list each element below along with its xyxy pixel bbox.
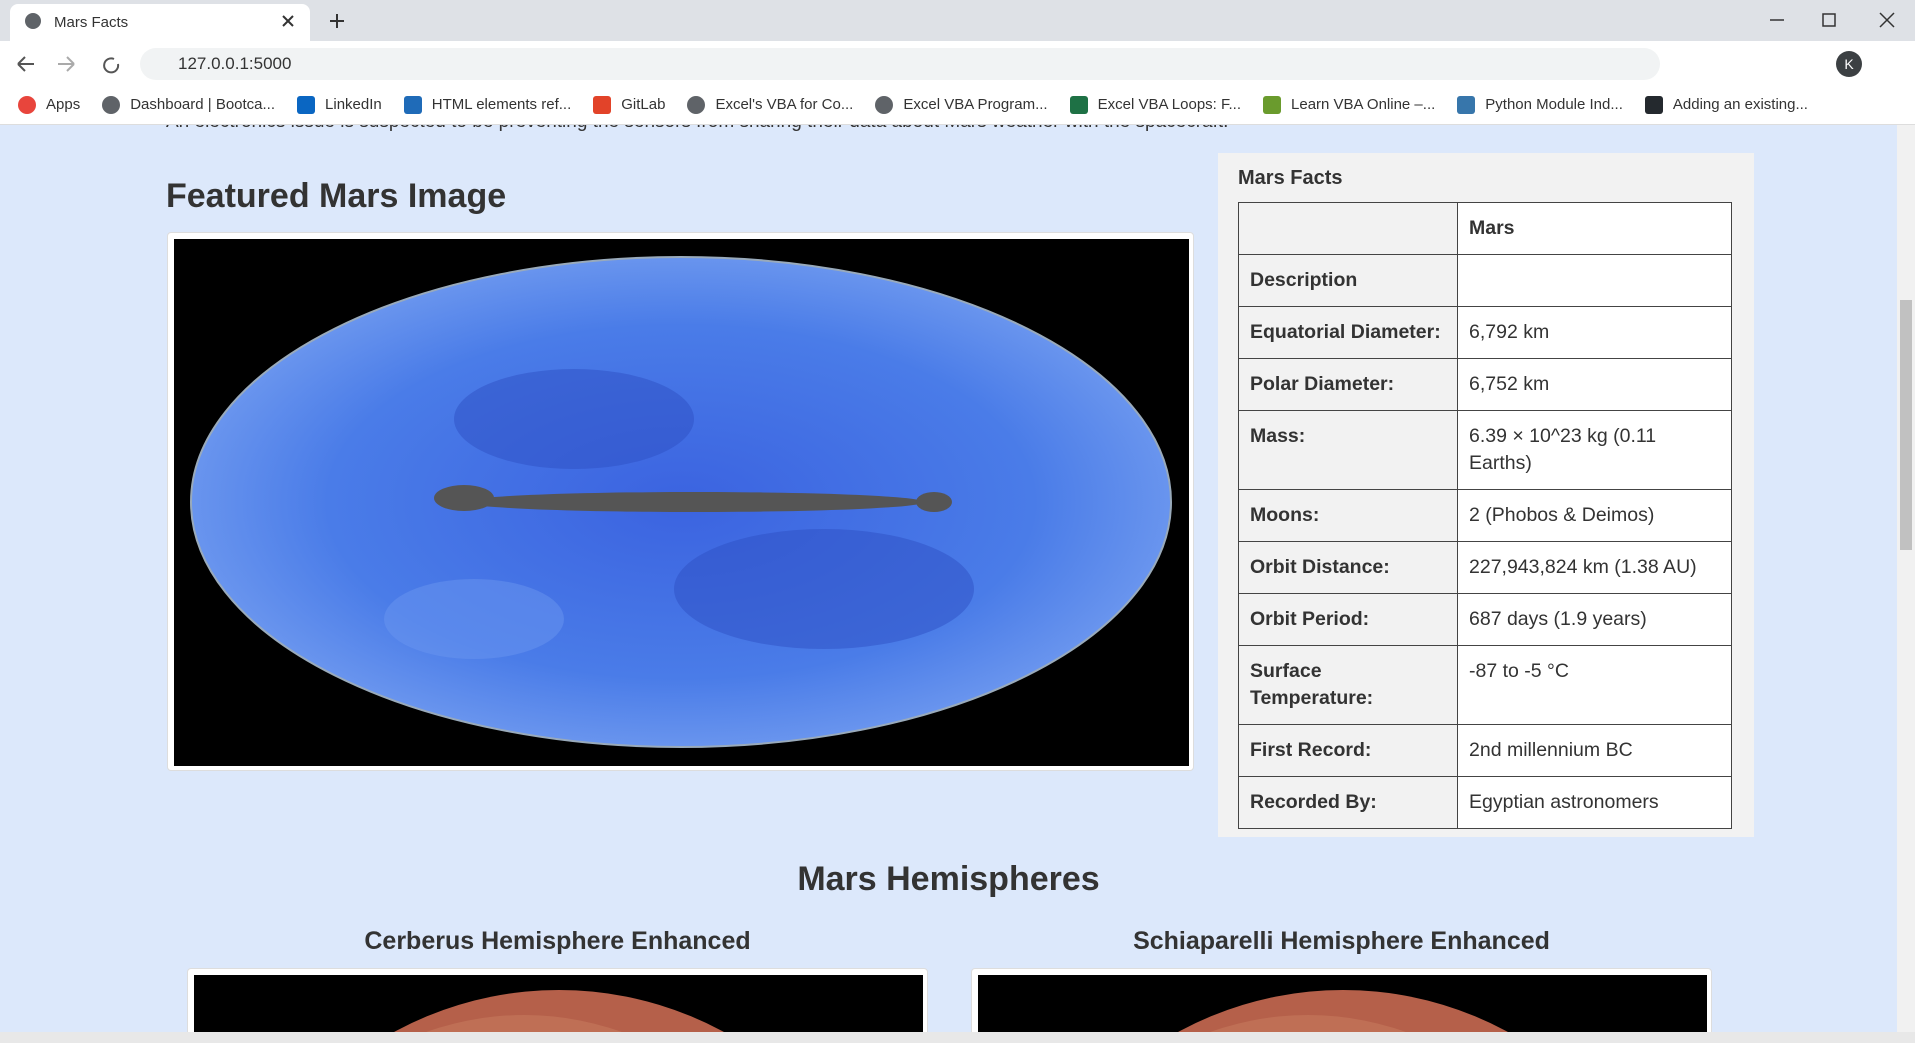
fact-row: Polar Diameter: 6,752 km	[1238, 358, 1732, 411]
bookmark-label: Python Module Ind...	[1485, 96, 1623, 113]
bookmark[interactable]: Excel's VBA for Co...	[687, 95, 854, 114]
bookmark-icon	[1069, 95, 1088, 114]
bookmark[interactable]: Python Module Ind...	[1457, 95, 1623, 114]
bookmark-icon	[593, 95, 612, 114]
taskbar	[0, 1032, 1915, 1043]
fact-row: Surface Temperature: -87 to -5 °C	[1238, 645, 1732, 725]
bookmark-label: Excel VBA Program...	[903, 96, 1048, 113]
bookmark[interactable]: Excel VBA Loops: F...	[1069, 95, 1242, 114]
bookmark[interactable]: Apps	[18, 95, 81, 114]
bookmark-icon	[403, 95, 422, 114]
facts-body: Mars Description Equatorial Diameter: 6,792…	[1238, 202, 1732, 829]
fact-value: 2nd millennium BC	[1457, 724, 1732, 777]
header-cell	[1238, 202, 1458, 255]
tab-icon	[25, 13, 41, 29]
tab[interactable]: Mars Facts	[10, 4, 310, 41]
hemisphere-title[interactable]: Schiaparelli Hemisphere Enhanced	[1133, 927, 1550, 955]
facts-table: Mars Description Equatorial Diameter: 6,792…	[1238, 202, 1732, 829]
fact-label: Surface Temperature:	[1238, 645, 1458, 725]
hemisphere-frame	[187, 968, 928, 1032]
bookmark[interactable]: Dashboard | Bootca...	[102, 95, 276, 114]
nav-buttons[interactable]	[14, 53, 124, 75]
header-row: Mars	[1238, 202, 1732, 255]
fact-value	[1457, 254, 1732, 307]
bookmark-icon	[18, 95, 36, 114]
bookmark-label: LinkedIn	[325, 96, 382, 113]
featured-image	[174, 239, 1189, 766]
fact-label: Equatorial Diameter:	[1238, 306, 1458, 359]
scrollbar[interactable]	[1897, 125, 1915, 1032]
bookmark-label: Adding an existing...	[1672, 96, 1808, 113]
featured-image-frame	[167, 232, 1194, 771]
bookmark-icon	[297, 95, 316, 114]
fact-label: Orbit Period:	[1238, 593, 1458, 646]
bookmark[interactable]: LinkedIn	[297, 95, 382, 114]
fact-value: 6.39 × 10^23 kg (0.11 Earths)	[1457, 410, 1732, 490]
fact-row: First Record: 2nd millennium BC	[1238, 724, 1732, 777]
close-tab[interactable]	[280, 13, 296, 29]
intro-text: An electronics issue is suspected to be …	[166, 125, 1228, 133]
facts-panel: Mars Facts Mars Description Equatorial Dia…	[1218, 153, 1754, 837]
fact-label: Polar Diameter:	[1238, 358, 1458, 411]
hemisphere-image[interactable]	[194, 975, 923, 1032]
fact-value: 687 days (1.9 years)	[1457, 593, 1732, 646]
bookmark-label: Apps	[46, 96, 81, 113]
svg-text:K: K	[1844, 56, 1854, 72]
featured-title: Featured Mars Image	[166, 177, 507, 215]
bookmark[interactable]: GitLab	[593, 95, 666, 114]
bookmark[interactable]: HTML elements ref...	[403, 95, 572, 114]
bookmarks-bar: Apps Dashboard | Bootca... LinkedIn HTML el…	[0, 85, 1915, 125]
fact-value: 6,792 km	[1457, 306, 1732, 359]
fact-value: Egyptian astronomers	[1457, 776, 1732, 829]
fact-value: 6,752 km	[1457, 358, 1732, 411]
hemisphere-title[interactable]: Cerberus Hemisphere Enhanced	[364, 927, 751, 955]
hemisphere-image[interactable]	[978, 975, 1707, 1032]
bookmark-icon	[1457, 95, 1476, 114]
bookmark-label: Learn VBA Online –...	[1291, 96, 1436, 113]
new-tab[interactable]	[328, 12, 346, 30]
bookmark-icon	[687, 95, 706, 114]
bookmark-icon	[875, 95, 894, 114]
tab-bar: Mars Facts	[0, 0, 1915, 41]
profile[interactable]: K	[1836, 51, 1862, 77]
fact-value: 227,943,824 km (1.38 AU)	[1457, 541, 1732, 594]
bookmark[interactable]: Excel VBA Program...	[875, 95, 1048, 114]
fact-value: -87 to -5 °C	[1457, 645, 1732, 725]
page-content: An electronics issue is suspected to be …	[0, 125, 1897, 1032]
column-header: Mars	[1457, 202, 1732, 255]
fact-row: Moons: 2 (Phobos & Deimos)	[1238, 489, 1732, 542]
bookmark-label: HTML elements ref...	[431, 96, 572, 113]
fact-row: Mass: 6.39 × 10^23 kg (0.11 Earths)	[1238, 410, 1732, 490]
window-controls[interactable]	[1770, 10, 1900, 30]
fact-row: Recorded By: Egyptian astronomers	[1238, 776, 1732, 829]
hemisphere-frame	[971, 968, 1712, 1032]
fact-label: Mass:	[1238, 410, 1458, 490]
fact-row: Orbit Distance: 227,943,824 km (1.38 AU)	[1238, 541, 1732, 594]
fact-label: Moons:	[1238, 489, 1458, 542]
bookmark-icon	[1644, 95, 1663, 114]
bookmark[interactable]: Learn VBA Online –...	[1263, 95, 1436, 114]
hemispheres-title: Mars Hemispheres	[797, 860, 1100, 898]
fact-row: Orbit Period: 687 days (1.9 years)	[1238, 593, 1732, 646]
bookmark-icon	[102, 95, 121, 114]
fact-label: Description	[1238, 254, 1458, 307]
bookmark-label: GitLab	[621, 96, 666, 113]
bookmark-label: Excel VBA Loops: F...	[1097, 96, 1242, 113]
bookmark-icon	[1263, 95, 1282, 114]
fact-label: First Record:	[1238, 724, 1458, 777]
bookmark-label: Dashboard | Bootca...	[130, 96, 276, 113]
facts-title: Mars Facts	[1238, 167, 1343, 189]
bookmark-label: Excel's VBA for Co...	[715, 96, 854, 113]
bookmark[interactable]: Adding an existing...	[1644, 95, 1808, 114]
address-bar[interactable]: 127.0.0.1:5000	[140, 48, 1660, 80]
fact-row: Equatorial Diameter: 6,792 km	[1238, 306, 1732, 359]
scroll-thumb[interactable]	[1900, 300, 1912, 550]
fact-value: 2 (Phobos & Deimos)	[1457, 489, 1732, 542]
fact-row: Description	[1238, 254, 1732, 307]
fact-label: Recorded By:	[1238, 776, 1458, 829]
fact-label: Orbit Distance:	[1238, 541, 1458, 594]
